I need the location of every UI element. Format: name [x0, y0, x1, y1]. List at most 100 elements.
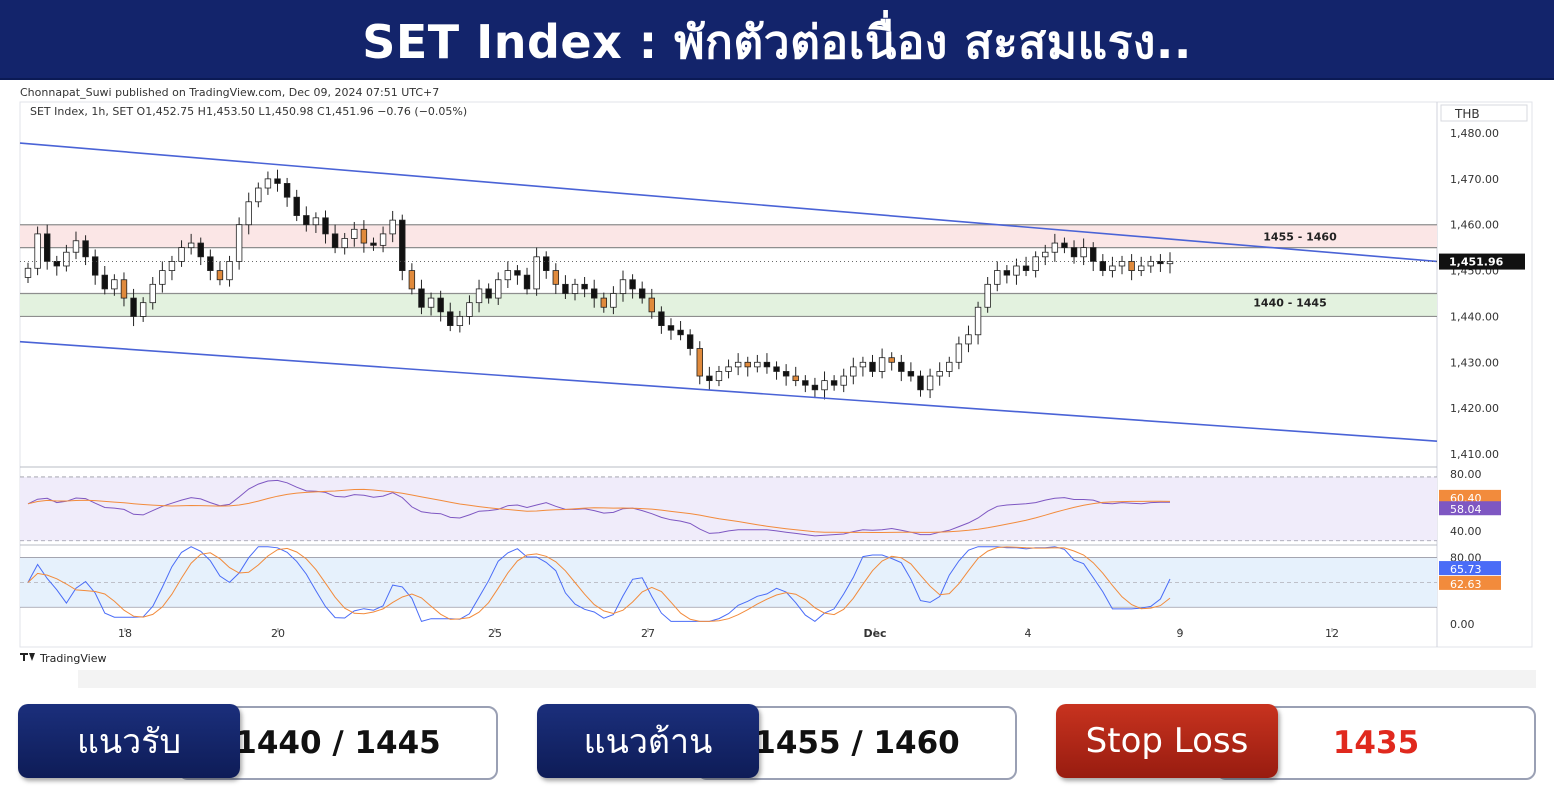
- stoch-d-line: [27, 546, 1171, 622]
- candle: [34, 226, 41, 276]
- candle: [648, 288, 655, 319]
- candle: [370, 237, 377, 251]
- candle: [581, 276, 588, 298]
- candles: [24, 169, 1174, 400]
- candle: [72, 231, 80, 260]
- last-price: 1,451.96: [20, 253, 1525, 270]
- candle: [1166, 252, 1174, 274]
- candle: [543, 251, 550, 279]
- price-tick-label: 1,420.00: [1450, 402, 1499, 415]
- price-zones: 1455 - 1460 1440 - 1445: [20, 224, 1437, 318]
- trendline-channel-top: [19, 142, 1438, 263]
- candle: [677, 321, 684, 341]
- candle-body: [408, 270, 416, 290]
- candle-body: [533, 256, 540, 290]
- candle: [734, 353, 742, 376]
- candle-body: [399, 219, 406, 271]
- candle-body: [658, 311, 665, 326]
- candle-body: [226, 260, 233, 281]
- candle: [725, 359, 732, 379]
- candle-body: [926, 375, 934, 391]
- candle-body: [312, 217, 320, 226]
- candle: [389, 210, 396, 243]
- candle-body: [207, 256, 214, 271]
- candle: [312, 212, 320, 233]
- candle: [82, 235, 89, 266]
- candle: [24, 262, 32, 283]
- candle-body: [72, 240, 80, 253]
- candle-body: [245, 201, 252, 226]
- stoploss-label: Stop Loss: [1056, 704, 1278, 778]
- zone-label: 1440 - 1445: [1253, 297, 1326, 310]
- candle-body: [869, 361, 876, 372]
- candle: [600, 292, 607, 313]
- candle-body: [1138, 265, 1145, 271]
- candle-body: [197, 242, 204, 258]
- candle-body: [274, 178, 281, 184]
- candle-body: [907, 371, 915, 377]
- time-tick-label: 4: [1025, 627, 1032, 640]
- candle-body: [600, 297, 607, 308]
- price-axis: 1,480.001,470.001,460.001,450.001,440.00…: [1450, 127, 1499, 461]
- candle-body: [1013, 265, 1020, 276]
- candle-body: [821, 380, 828, 391]
- candle: [130, 288, 137, 327]
- candle: [418, 279, 425, 315]
- rsi-ma-line: [27, 488, 1171, 533]
- candle-body: [878, 357, 886, 372]
- candle-body: [773, 366, 780, 372]
- candle-body: [331, 233, 339, 249]
- candle: [427, 292, 435, 316]
- page-title: SET Index : พักตัวต่อเนื่อง สะสมแรง..: [362, 15, 1192, 69]
- candle: [1032, 251, 1039, 278]
- candle-body: [965, 334, 972, 345]
- candle: [1061, 237, 1068, 254]
- time-tick-label: 20: [271, 627, 285, 640]
- candle-body: [447, 311, 454, 326]
- candle: [552, 263, 560, 294]
- candle-body: [715, 371, 723, 382]
- candle: [811, 377, 819, 399]
- price-tick-label: 1,480.00: [1450, 127, 1499, 140]
- candle-body: [734, 361, 742, 368]
- candle-body: [562, 283, 569, 294]
- time-tick-label: 9: [1177, 627, 1184, 640]
- candle: [850, 357, 857, 385]
- candle: [139, 297, 147, 322]
- tradingview-brand: TradingView: [39, 652, 106, 665]
- stoploss-box: 1435 Stop Loss: [1056, 704, 1536, 780]
- candle: [965, 325, 972, 353]
- candle-body: [1109, 265, 1116, 271]
- candle-body: [523, 274, 531, 290]
- candle-body: [888, 357, 895, 363]
- zone-resistance: [20, 224, 1437, 248]
- candle: [1128, 254, 1135, 281]
- candle: [1022, 256, 1030, 277]
- candle-body: [581, 283, 588, 290]
- candle-body: [859, 361, 867, 368]
- candle: [456, 310, 464, 333]
- candle: [802, 375, 809, 393]
- resistance-box: 1455 / 1460 แนวต้าน: [537, 704, 1017, 780]
- candle-body: [466, 302, 473, 317]
- candle-body: [619, 279, 627, 294]
- stoch-value-badge: [1439, 561, 1501, 576]
- candle: [629, 274, 636, 299]
- candle: [341, 232, 348, 255]
- tradingview-logo: TradingView: [20, 652, 106, 665]
- candle: [1013, 258, 1020, 285]
- candle: [878, 348, 886, 379]
- stoch-value-label: 62.63: [1450, 578, 1482, 591]
- candle-body: [351, 228, 358, 239]
- candle: [235, 217, 243, 270]
- price-tick-label: 1,460.00: [1450, 219, 1499, 232]
- candle: [168, 255, 176, 281]
- zone-support: [20, 293, 1437, 317]
- candle: [360, 220, 368, 253]
- candle-body: [159, 270, 166, 285]
- candle-body: [1128, 260, 1135, 271]
- price-chart: Chonnapat_Suwi published on TradingView.…: [0, 80, 1554, 695]
- candle: [120, 272, 128, 307]
- candle-body: [782, 371, 790, 377]
